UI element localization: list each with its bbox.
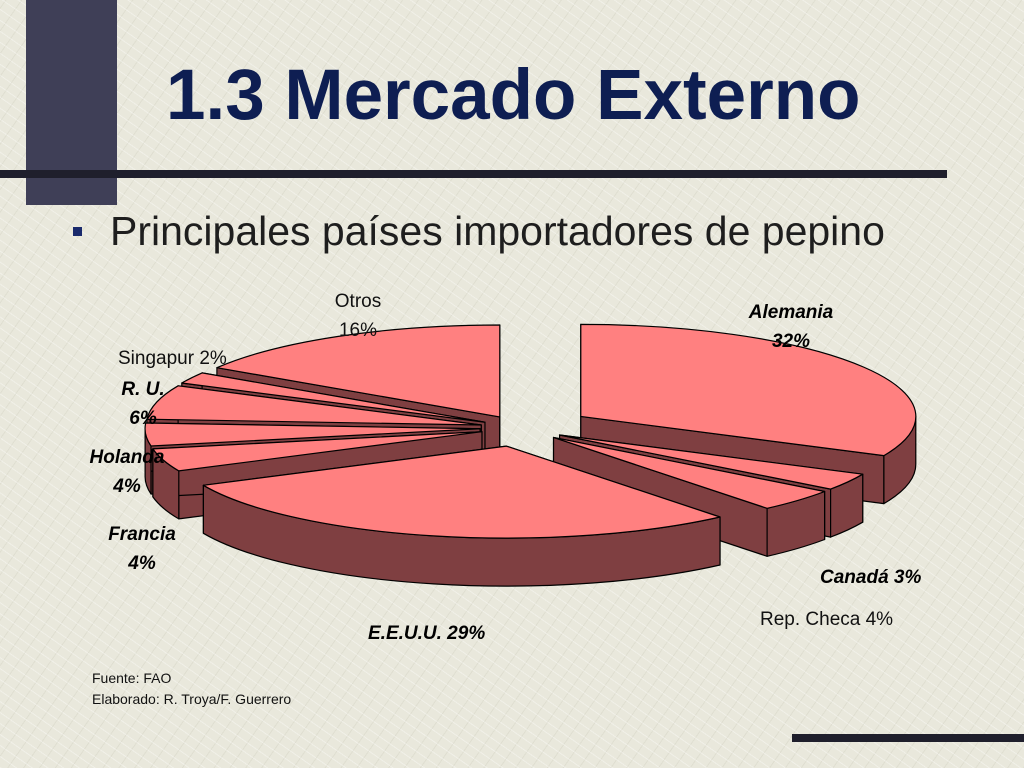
label-otros: Otros 16%	[318, 287, 398, 345]
label-singapur: Singapur 2%	[118, 348, 227, 369]
slice-top-r-u	[146, 385, 482, 426]
label-francia-name: Francia	[108, 524, 176, 545]
source-line: Fuente: FAO	[92, 670, 172, 686]
label-ru-name: R. U.	[121, 379, 165, 400]
label-alemania-name: Alemania	[748, 302, 834, 323]
slice-top-alemania	[580, 323, 917, 457]
label-holanda-value: 4%	[113, 476, 141, 497]
source-note: Fuente: FAO Elaborado: R. Troya/F. Guerr…	[92, 668, 291, 710]
slice-top-e-e-u-u	[202, 445, 721, 539]
label-alemania-value: 32%	[771, 331, 811, 352]
pie-slice-e-e-u-u	[202, 445, 721, 587]
label-francia: Francia 4%	[96, 520, 188, 578]
slide-title: 1.3 Mercado Externo	[166, 56, 861, 135]
label-otros-value: 16%	[338, 320, 378, 341]
slide-subtitle: Principales países importadores de pepin…	[110, 208, 885, 254]
label-canada: Canadá 3%	[820, 567, 922, 588]
slice-top-rep-checa	[552, 436, 826, 509]
slice-top-otros	[216, 324, 501, 418]
slice-top-holanda	[144, 422, 481, 447]
label-francia-value: 4%	[128, 553, 156, 574]
label-holanda: Holanda 4%	[78, 443, 176, 501]
slice-top-singapur	[181, 372, 486, 423]
label-eeuu: E.E.U.U. 29%	[368, 623, 486, 644]
label-rep-checa: Rep. Checa 4%	[760, 609, 894, 630]
label-alemania: Alemania 32%	[734, 298, 848, 356]
label-ru: R. U. 6%	[108, 375, 178, 433]
label-ru-value: 6%	[129, 408, 157, 429]
slice-top-francia	[152, 431, 483, 472]
author-line: Elaborado: R. Troya/F. Guerrero	[92, 691, 292, 707]
label-otros-name: Otros	[334, 291, 382, 312]
label-holanda-name: Holanda	[89, 447, 165, 468]
slice-top-canada	[558, 434, 864, 490]
title-rule	[0, 170, 947, 178]
footer-rule	[792, 734, 1024, 742]
square-bullet-icon	[73, 227, 82, 236]
